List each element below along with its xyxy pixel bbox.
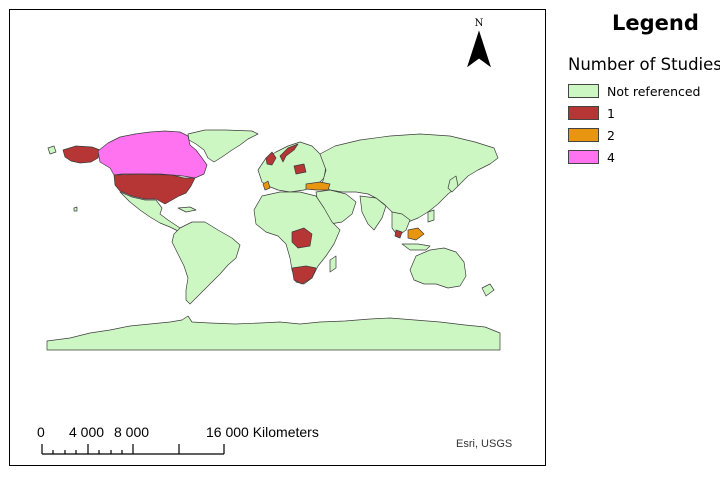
legend-item-not-referenced: Not referenced (568, 82, 701, 100)
country-mexico (119, 191, 181, 232)
scale-tick-label: 4 000 (69, 424, 105, 440)
country-india (359, 195, 387, 231)
country-japan (447, 175, 459, 193)
legend-item-1: 1 (568, 104, 615, 122)
greenland (187, 129, 259, 163)
scale-tick-label: 8 000 (114, 424, 150, 440)
country-uk (265, 151, 277, 166)
country-new-zealand (481, 283, 495, 297)
indonesia-islands (401, 243, 431, 251)
country-portugal (262, 180, 271, 191)
legend-swatch (568, 84, 599, 98)
legend-label: Not referenced (607, 83, 701, 99)
scale-tick-label: 0 (37, 424, 45, 440)
north-arrow-icon (467, 30, 491, 68)
legend-title: Legend (612, 11, 699, 35)
country-australia (409, 247, 467, 289)
antarctica (46, 315, 501, 351)
country-canada (97, 130, 208, 179)
legend-swatch (568, 128, 599, 142)
country-south-africa (291, 265, 317, 285)
country-usa (113, 173, 196, 205)
country-malaysia (394, 229, 403, 239)
legend-swatch (568, 106, 599, 120)
legend-subtitle: Number of Studies (568, 55, 720, 74)
north-label: N (474, 18, 484, 29)
country-philippines (427, 209, 435, 223)
scale-bar-graphic (41, 444, 225, 455)
country-madagascar (329, 255, 337, 273)
country-usa-alaska (62, 145, 101, 164)
scale-bar: 0 4 000 8 000 16 000 Kilometers (34, 424, 334, 464)
small-island (47, 145, 57, 155)
map-frame (9, 9, 546, 466)
north-arrow: N (466, 18, 492, 74)
legend-label: 4 (607, 149, 615, 165)
country-norway (279, 143, 299, 163)
legend-swatch (568, 150, 599, 164)
scale-tick-label: 16 000 Kilometers (206, 424, 319, 440)
country-drc (291, 227, 313, 249)
legend-item-4: 4 (568, 148, 615, 166)
legend-label: 2 (607, 127, 615, 143)
legend-label: 1 (607, 105, 615, 121)
small-island (73, 206, 78, 212)
country-turkey (305, 181, 331, 191)
map-credit: Esri, USGS (456, 438, 513, 450)
asia (319, 133, 499, 223)
caribbean (177, 206, 197, 213)
country-poland (293, 163, 307, 175)
legend-item-2: 2 (568, 126, 615, 144)
south-america (171, 221, 241, 305)
country-indonesia (407, 227, 425, 241)
europe (257, 141, 327, 193)
